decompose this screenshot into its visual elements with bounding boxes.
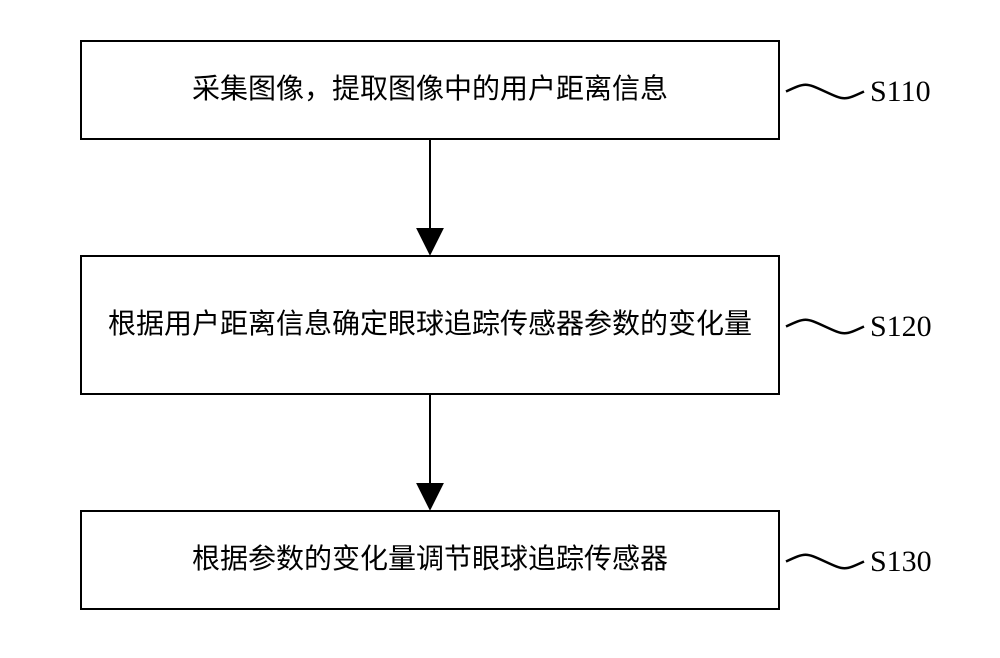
flow-step-s110: 采集图像，提取图像中的用户距离信息 [80, 40, 780, 140]
flow-step-s130: 根据参数的变化量调节眼球追踪传感器 [80, 510, 780, 610]
step-label-s110: S110 [870, 75, 931, 109]
tilde-connector [786, 555, 864, 569]
flow-step-s120: 根据用户距离信息确定眼球追踪传感器参数的变化量 [80, 255, 780, 395]
flow-step-text: 采集图像，提取图像中的用户距离信息 [192, 69, 668, 111]
tilde-connector [786, 320, 864, 334]
flowchart-canvas: 采集图像，提取图像中的用户距离信息 S110 根据用户距离信息确定眼球追踪传感器参数… [0, 0, 1000, 658]
step-label-s130: S130 [870, 545, 932, 579]
flow-step-text: 根据用户距离信息确定眼球追踪传感器参数的变化量 [108, 304, 752, 346]
step-label-s120: S120 [870, 310, 932, 344]
tilde-connector [786, 85, 864, 99]
flow-step-text: 根据参数的变化量调节眼球追踪传感器 [192, 539, 668, 581]
